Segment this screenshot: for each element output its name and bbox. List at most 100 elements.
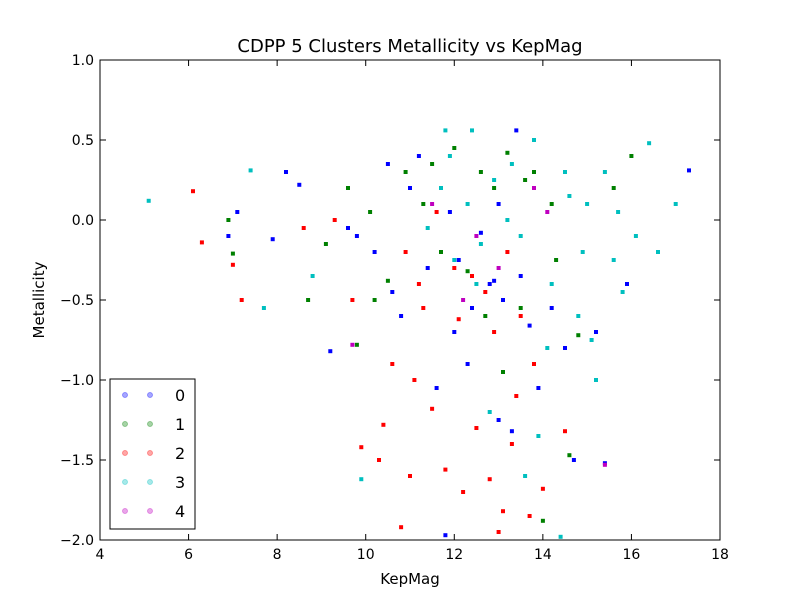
x-tick-label: 18 (711, 547, 729, 563)
scatter-point (620, 290, 625, 294)
scatter-point (483, 290, 488, 294)
y-tick-label: −2.0 (60, 533, 94, 549)
legend-item-1: 1 (122, 415, 185, 434)
scatter-point (346, 186, 350, 190)
y-tick-label: −1.5 (60, 453, 94, 469)
y-tick-label: −1.0 (60, 373, 94, 389)
scatter-point (425, 266, 430, 270)
scatter-point (625, 282, 629, 286)
scatter-point (390, 290, 395, 294)
scatter-point (487, 477, 492, 482)
scatter-point (235, 210, 240, 214)
scatter-point (443, 128, 448, 133)
scatter-point (509, 442, 514, 446)
scatter-point (226, 218, 231, 222)
scatter-point (447, 210, 452, 214)
scatter-point (372, 298, 377, 302)
legend-label: 1 (175, 415, 185, 434)
scatter-point (589, 338, 594, 342)
scatter-point (633, 234, 638, 238)
legend-label: 3 (175, 473, 185, 492)
scatter-point (359, 445, 364, 450)
scatter-point (381, 422, 386, 427)
scatter-point (478, 170, 483, 174)
scatter-point (518, 234, 523, 238)
x-tick-label: 10 (357, 547, 375, 563)
scatter-point (434, 386, 439, 390)
scatter-point (540, 486, 545, 491)
legend-item-4: 4 (122, 502, 185, 521)
scatter-point (505, 250, 510, 254)
scatter-point (239, 298, 244, 302)
scatter-point (594, 378, 598, 382)
scatter-point (518, 306, 523, 310)
y-tick-label: −0.5 (60, 293, 94, 309)
scatter-point (390, 362, 395, 366)
scatter-point (509, 162, 514, 166)
scatter-point (403, 170, 408, 174)
scatter-point (377, 458, 381, 462)
scatter-point (554, 258, 559, 262)
scatter-point (523, 178, 528, 182)
scatter-point (478, 230, 483, 235)
scatter-point (594, 330, 598, 334)
scatter-point (567, 453, 572, 458)
scatter-point (478, 242, 483, 246)
scatter-point (523, 474, 528, 478)
legend-marker (122, 479, 128, 485)
y-axis-title: Metallicity (30, 261, 48, 338)
scatter-point (399, 314, 404, 318)
scatter-point (532, 186, 536, 190)
legend-marker (147, 392, 153, 398)
scatter-point (509, 429, 514, 434)
scatter-point (403, 250, 408, 254)
y-tick-label: 0.5 (72, 133, 94, 149)
legend-marker (147, 479, 153, 485)
scatter-point (385, 162, 390, 166)
scatter-point (430, 162, 435, 166)
legend-frame (109, 378, 196, 530)
scatter-point (421, 202, 426, 206)
scatter-point (465, 362, 470, 366)
scatter-point (452, 266, 457, 270)
scatter-point (443, 533, 448, 538)
scatter-point (434, 210, 439, 214)
scatter-point (496, 202, 501, 206)
legend-marker (147, 421, 153, 427)
series-2 (191, 189, 567, 534)
scatter-point (447, 154, 452, 158)
scatter-point (558, 534, 563, 539)
scatter-point (310, 274, 315, 278)
scatter-point (452, 258, 457, 262)
scatter-point (527, 514, 532, 518)
scatter-point (501, 509, 505, 514)
legend-label: 0 (175, 386, 185, 405)
scatter-point (673, 202, 678, 206)
points-layer (146, 128, 691, 539)
scatter-point (425, 226, 430, 230)
scatter-point (549, 202, 554, 206)
scatter-point (602, 170, 607, 174)
scatter-point (301, 226, 306, 230)
scatter-point (611, 186, 616, 190)
scatter-point (452, 330, 457, 334)
scatter-point (492, 330, 497, 334)
scatter-point (549, 282, 554, 286)
scatter-point (532, 362, 536, 366)
scatter-point (461, 490, 466, 494)
x-tick-label: 16 (623, 547, 641, 563)
scatter-point (408, 186, 412, 190)
legend: 0 1 2 3 4 (109, 378, 196, 530)
scatter-point (687, 168, 691, 173)
scatter-point (332, 218, 337, 222)
y-tick-label: 1.0 (72, 53, 94, 69)
scatter-point (439, 186, 443, 190)
scatter-point (647, 141, 652, 146)
scatter-point (306, 298, 311, 302)
scatter-point (346, 226, 350, 230)
scatter-point (563, 170, 567, 174)
scatter-point (514, 394, 519, 398)
scatter-point (199, 240, 204, 245)
scatter-point (416, 282, 421, 286)
scatter-point (297, 182, 302, 187)
